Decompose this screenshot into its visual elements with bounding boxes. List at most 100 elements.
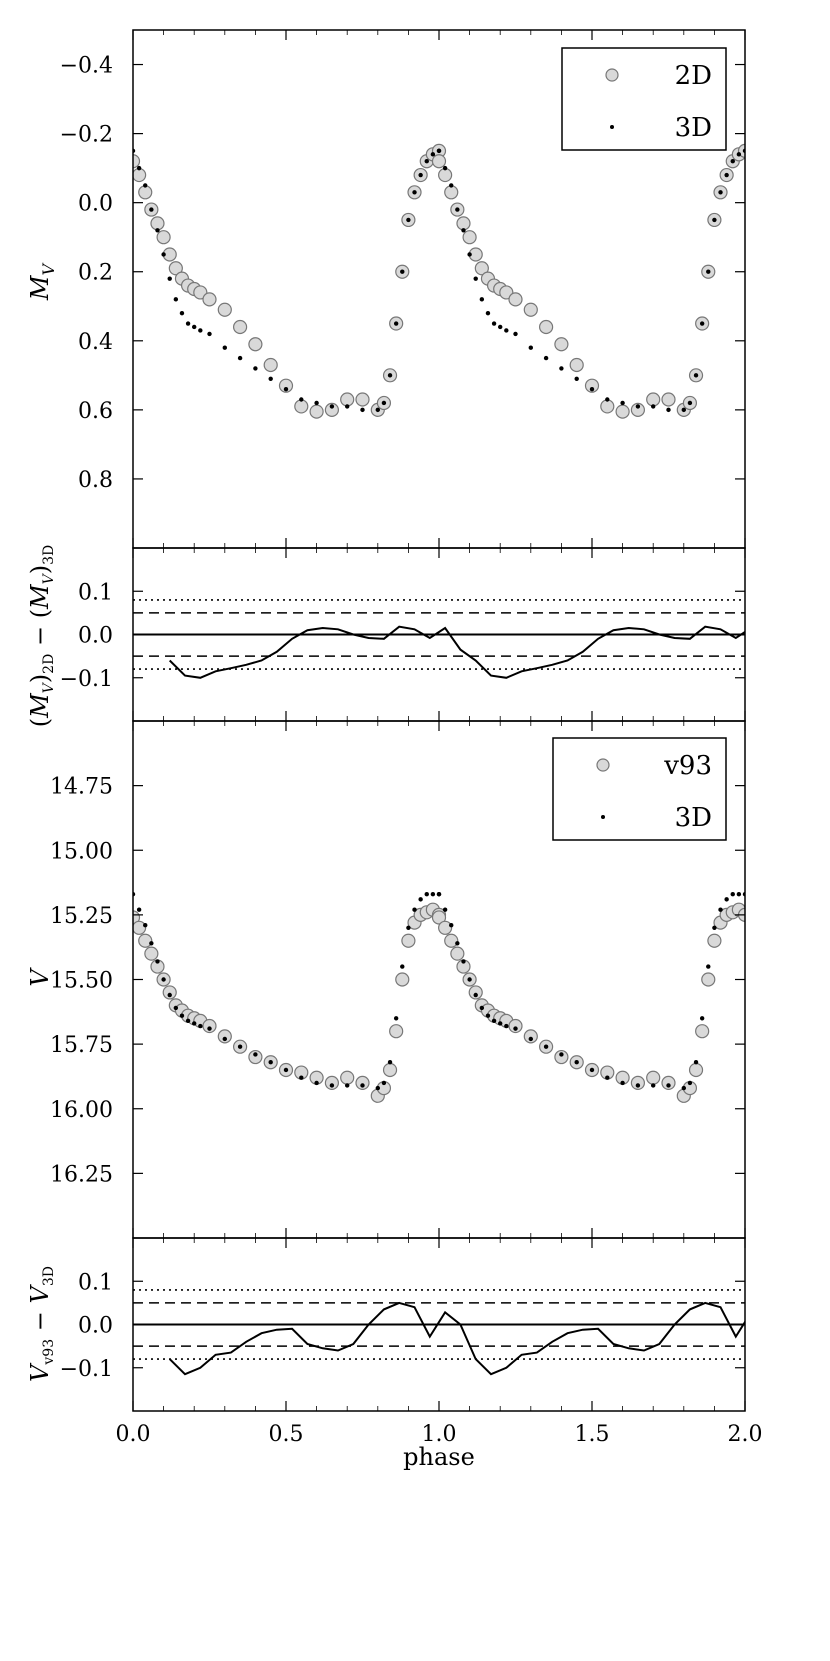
legend-box [552, 737, 727, 841]
data-point-v93 [340, 1070, 355, 1085]
y-label-sub: V [39, 262, 58, 275]
data-point-3D [498, 324, 503, 330]
data-point-v93 [554, 1049, 569, 1065]
data-point-3D [543, 355, 549, 361]
data-point-3D [393, 321, 399, 326]
y-tick-label: 0.0 [78, 624, 113, 649]
data-point-v93 [133, 920, 147, 935]
data-point-3D [393, 1016, 399, 1021]
data-point-3D [498, 1021, 503, 1026]
x-tick-label: 1.0 [422, 1422, 457, 1447]
data-point-2D [554, 337, 569, 352]
data-point-3D [635, 1083, 641, 1088]
data-point-3D [718, 190, 723, 195]
data-point-v93 [688, 1062, 704, 1078]
data-point-v93 [468, 985, 483, 1000]
data-point-2D [340, 392, 355, 407]
data-point-3D [198, 1023, 203, 1029]
data-point-2D [294, 399, 309, 414]
data-point-3D [461, 959, 466, 964]
data-point-3D [161, 252, 166, 257]
data-point-3D [736, 891, 742, 897]
data-point-2D [168, 261, 183, 276]
data-point-3D [387, 1060, 393, 1065]
data-point-2D [523, 302, 538, 317]
data-point-3D [528, 1036, 533, 1042]
data-point-v93 [248, 1049, 263, 1065]
data-point-3D [491, 1018, 497, 1024]
data-point-3D [381, 1080, 387, 1086]
panel-mv-y-axis-label: MV [26, 262, 58, 301]
data-point-v93 [508, 1018, 523, 1034]
data-point-3D [730, 891, 735, 897]
data-point-3D [143, 923, 148, 928]
data-point-3D [155, 959, 160, 964]
data-point-3D [430, 891, 436, 897]
yl4-m1: V [26, 1362, 54, 1382]
panel-mv-ticks: −0.4 −0.2 0.0 0.2 0.4 0.6 0.8 [60, 30, 746, 548]
data-point-2D [278, 378, 294, 393]
data-point-3D [143, 183, 148, 188]
data-point-3D [268, 376, 273, 381]
panel-v-legend: v93 3D [552, 737, 727, 841]
data-point-2D [156, 230, 171, 245]
y-tick-label: 0.1 [78, 580, 113, 605]
y-tick-label: 0.4 [78, 330, 113, 355]
data-point-3D [724, 897, 729, 902]
data-point-3D [605, 1075, 610, 1080]
data-point-3D [167, 992, 172, 998]
yl-s2: 2D [41, 654, 57, 674]
yl-m2: M [26, 583, 54, 610]
data-point-3D [167, 276, 172, 281]
y-tick-label: 15.25 [50, 904, 113, 929]
data-point-3D [706, 964, 711, 969]
legend-marker-3D [601, 815, 605, 819]
data-point-2D [444, 185, 459, 200]
data-point-3D [467, 252, 472, 257]
data-point-3D [329, 404, 335, 409]
data-point-3D [485, 1013, 491, 1018]
y-tick-label: 15.50 [50, 969, 113, 994]
data-point-3D [237, 1044, 243, 1049]
data-point-3D [412, 907, 417, 912]
data-point-3D [207, 1026, 212, 1031]
data-point-3D [198, 328, 203, 333]
panel-mv-residual-y-axis-label: (MV)2D − (MV)3D [26, 545, 57, 728]
data-point-3D [736, 152, 742, 157]
data-point-2D [248, 337, 263, 352]
data-point-3D [424, 891, 429, 897]
y-tick-label: 16.25 [50, 1162, 113, 1187]
data-point-2D [324, 402, 339, 417]
data-point-3D [179, 1013, 185, 1018]
data-point-3D [449, 183, 454, 188]
data-point-3D [442, 165, 448, 171]
data-point-3D [693, 1060, 699, 1065]
data-point-v93 [450, 946, 465, 961]
data-point-3D [136, 165, 142, 171]
data-point-3D [528, 345, 533, 350]
y-tick-label: 0.8 [78, 468, 113, 493]
legend-label-3D: 3D [675, 803, 712, 833]
data-point-2D [263, 357, 278, 373]
data-point-3D [436, 891, 442, 897]
data-point-3D [173, 1005, 179, 1011]
data-point-3D [718, 907, 723, 912]
panel-mv-light-curve: −0.4 −0.2 0.0 0.2 0.4 0.6 0.8 2D 3D MV [26, 29, 746, 549]
data-point-3D [712, 925, 717, 930]
y-tick-label: 0.6 [78, 399, 113, 424]
data-point-3D [504, 1023, 509, 1029]
data-point-2D [615, 404, 630, 419]
data-point-3D [479, 297, 485, 302]
data-point-3D [589, 1067, 595, 1073]
data-point-3D [473, 992, 478, 998]
data-point-2D [133, 154, 141, 169]
data-point-2D [474, 261, 489, 276]
data-point-v93 [138, 933, 153, 948]
data-point-3D [666, 1083, 671, 1088]
data-point-3D [473, 276, 478, 281]
data-point-3D [283, 1067, 289, 1073]
data-point-v93 [133, 910, 141, 925]
data-point-3D [192, 1021, 197, 1026]
panel-mv-residual-ticks: 0.1 0.0 −0.1 [60, 548, 746, 721]
data-point-3D [620, 400, 625, 406]
